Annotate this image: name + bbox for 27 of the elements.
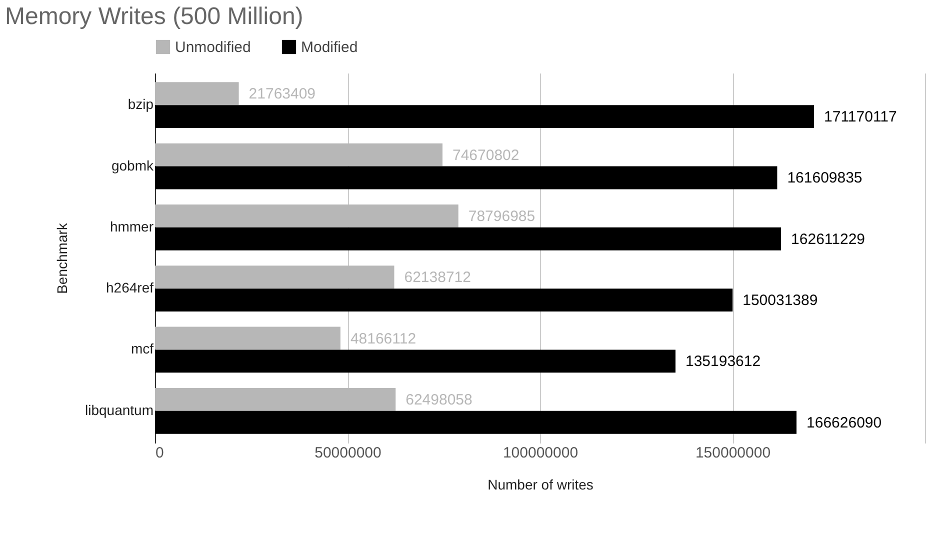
y-tick-label: libquantum [85, 402, 154, 418]
data-label: 150031389 [742, 292, 818, 310]
y-tick-label: h264ref [106, 280, 154, 296]
data-label: 21763409 [248, 86, 316, 103]
legend-label: Modified [301, 39, 358, 56]
y-tick-label: mcf [130, 340, 154, 357]
y-tick-label: gobmk [111, 157, 154, 174]
data-label: 78796985 [468, 208, 536, 225]
data-label: 161609835 [787, 170, 862, 187]
x-tick-label: 150000000 [695, 444, 771, 462]
data-label: 171170117 [824, 108, 897, 126]
data-label: 62138712 [404, 269, 471, 286]
y-tick-label: bzip [128, 96, 154, 112]
chart-title: Memory Writes (500 Million) [5, 3, 304, 30]
data-label: 135193612 [685, 353, 761, 370]
x-tick-label: 0 [156, 444, 164, 462]
legend-label: Unmodified [175, 39, 251, 56]
data-label: 62498058 [406, 391, 472, 408]
y-tick-label: hmmer [110, 218, 154, 234]
data-label: 48166112 [350, 330, 416, 348]
x-axis-title: Number of writes [488, 476, 594, 492]
data-label: 74670802 [452, 146, 520, 164]
data-label: 166626090 [806, 414, 882, 432]
x-tick-label: 100000000 [502, 444, 578, 462]
y-axis-title: Benchmark [54, 222, 70, 294]
data-label: 162611229 [791, 230, 866, 248]
x-tick-label: 50000000 [314, 444, 382, 462]
